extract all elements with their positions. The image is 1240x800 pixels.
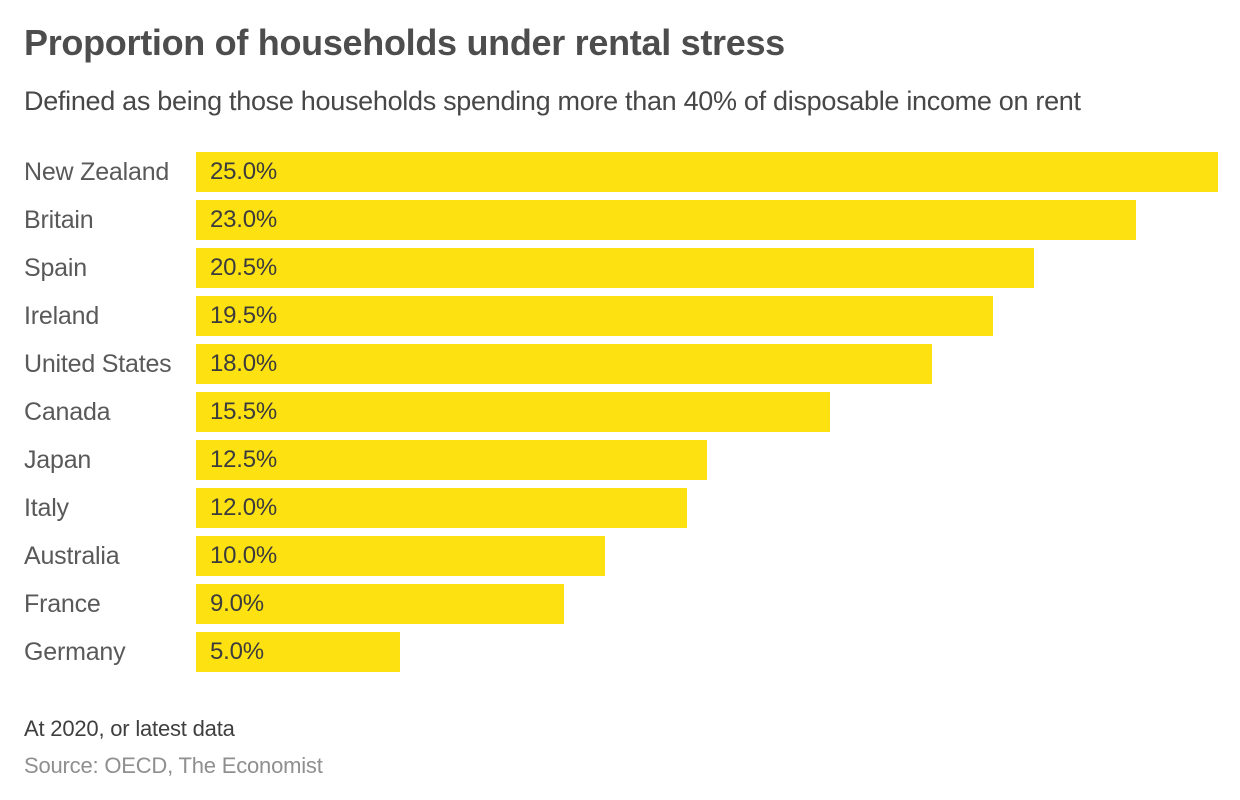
bar: 5.0% (196, 632, 401, 672)
bar-track: 12.5% (196, 440, 1218, 480)
chart-row: Ireland 19.5% (24, 296, 1218, 336)
country-label: Germany (24, 637, 126, 666)
bar-value-label: 12.5% (210, 446, 278, 473)
bar-value-label: 10.0% (210, 542, 278, 569)
bar: 9.0% (196, 584, 564, 624)
chart-row: Spain 20.5% (24, 248, 1218, 288)
chart-subtitle: Defined as being those households spendi… (24, 86, 1081, 116)
bar-track: 5.0% (196, 632, 1218, 672)
source-credit: Source: OECD, The Economist (24, 753, 323, 778)
chart-row: Italy 12.0% (24, 488, 1218, 528)
footnote: At 2020, or latest data (24, 716, 235, 741)
bar: 20.5% (196, 248, 1035, 288)
country-label: Ireland (24, 301, 100, 330)
bar: 10.0% (196, 536, 605, 576)
bar-value-label: 20.5% (210, 254, 278, 281)
chart-row: Australia 10.0% (24, 536, 1218, 576)
bar-track: 12.0% (196, 488, 1218, 528)
bar: 15.5% (196, 392, 830, 432)
bar-chart: New Zealand 25.0% Britain 23.0% Spain 20… (24, 152, 1218, 672)
bar-track: 15.5% (196, 392, 1218, 432)
bar: 12.0% (196, 488, 687, 528)
chart-title: Proportion of households under rental st… (24, 22, 785, 63)
bar-value-label: 5.0% (210, 638, 264, 665)
bar-value-label: 15.5% (210, 398, 278, 425)
country-label: Japan (24, 445, 92, 474)
bar: 23.0% (196, 200, 1137, 240)
bar: 18.0% (196, 344, 932, 384)
country-label: United States (24, 349, 172, 378)
bar-track: 19.5% (196, 296, 1218, 336)
bar-value-label: 9.0% (210, 590, 264, 617)
chart-row: Britain 23.0% (24, 200, 1218, 240)
bar-value-label: 23.0% (210, 206, 278, 233)
country-label: Australia (24, 541, 120, 570)
chart-row: Germany 5.0% (24, 632, 1218, 672)
bar-track: 20.5% (196, 248, 1218, 288)
bar-value-label: 25.0% (210, 158, 278, 185)
country-label: Britain (24, 205, 94, 234)
country-label: New Zealand (24, 157, 170, 186)
bar: 12.5% (196, 440, 707, 480)
chart-row: France 9.0% (24, 584, 1218, 624)
chart-row: New Zealand 25.0% (24, 152, 1218, 192)
bar: 19.5% (196, 296, 994, 336)
bar: 25.0% (196, 152, 1218, 192)
bar-track: 25.0% (196, 152, 1218, 192)
bar-track: 23.0% (196, 200, 1218, 240)
country-label: Spain (24, 253, 87, 282)
bar-track: 10.0% (196, 536, 1218, 576)
chart-row: Canada 15.5% (24, 392, 1218, 432)
country-label: Canada (24, 397, 111, 426)
country-label: France (24, 589, 101, 618)
bar-value-label: 19.5% (210, 302, 278, 329)
bar-value-label: 18.0% (210, 350, 278, 377)
chart-row: United States 18.0% (24, 344, 1218, 384)
country-label: Italy (24, 493, 69, 522)
chart-row: Japan 12.5% (24, 440, 1218, 480)
bar-track: 9.0% (196, 584, 1218, 624)
bar-value-label: 12.0% (210, 494, 278, 521)
bar-track: 18.0% (196, 344, 1218, 384)
